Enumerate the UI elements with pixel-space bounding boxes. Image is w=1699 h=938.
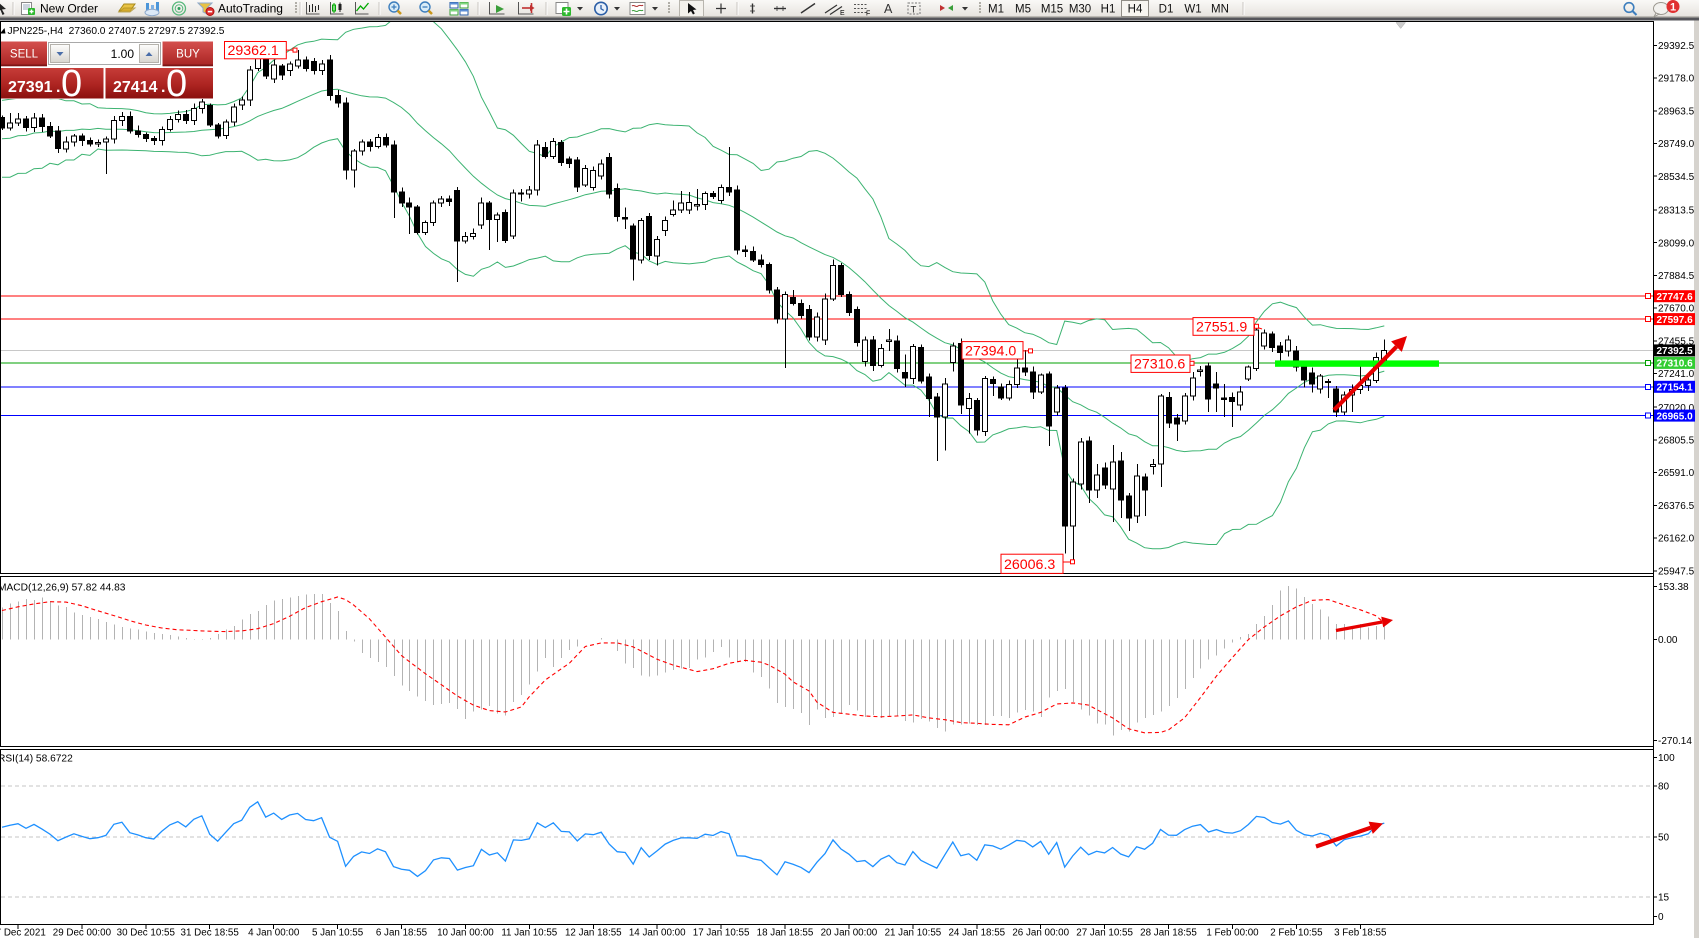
svg-text:27414: 27414 (113, 79, 158, 96)
svg-text:0: 0 (1658, 912, 1664, 923)
svg-text:2 Feb 10:55: 2 Feb 10:55 (1270, 928, 1323, 938)
svg-text:26591.0: 26591.0 (1658, 468, 1695, 479)
svg-text:27597.6: 27597.6 (1657, 315, 1694, 326)
svg-text:1: 1 (1670, 2, 1676, 14)
svg-text:T: T (911, 5, 917, 16)
svg-text:6 Jan 18:55: 6 Jan 18:55 (376, 928, 428, 938)
svg-text:26376.5: 26376.5 (1658, 501, 1695, 512)
svg-text:15: 15 (1658, 892, 1670, 903)
svg-text:29392.5: 29392.5 (1658, 41, 1695, 52)
svg-text:30 Dec 10:55: 30 Dec 10:55 (117, 928, 176, 938)
svg-text:27884.5: 27884.5 (1658, 271, 1695, 282)
svg-text:0: 0 (166, 63, 187, 105)
svg-text:26 Jan 00:00: 26 Jan 00:00 (1012, 928, 1069, 938)
svg-text:80: 80 (1658, 781, 1670, 792)
svg-text:D1: D1 (1159, 4, 1174, 16)
svg-text:26805.5: 26805.5 (1658, 436, 1695, 447)
svg-text:0: 0 (61, 63, 82, 105)
svg-text:4 Jan 00:00: 4 Jan 00:00 (248, 928, 300, 938)
svg-text:AutoTrading: AutoTrading (218, 2, 283, 16)
svg-text:27747.6: 27747.6 (1657, 292, 1694, 303)
svg-text:MACD(12,26,9) 57.82 44.83: MACD(12,26,9) 57.82 44.83 (0, 583, 126, 594)
svg-text:New Order: New Order (40, 2, 98, 16)
svg-text:27455.5: 27455.5 (1658, 336, 1695, 347)
svg-text:27154.1: 27154.1 (1657, 383, 1694, 394)
svg-text:27391: 27391 (8, 79, 53, 96)
svg-text:M30: M30 (1069, 4, 1091, 16)
svg-text:31 Dec 18:55: 31 Dec 18:55 (181, 928, 240, 938)
svg-text:28 Jan 18:55: 28 Jan 18:55 (1140, 928, 1197, 938)
svg-text:10 Jan 00:00: 10 Jan 00:00 (437, 928, 494, 938)
svg-text:29 Dec 00:00: 29 Dec 00:00 (53, 928, 112, 938)
svg-text:.: . (161, 79, 165, 96)
svg-text:27310.6: 27310.6 (1657, 359, 1694, 370)
svg-text:28534.5: 28534.5 (1658, 172, 1695, 183)
svg-text:29362.1: 29362.1 (228, 43, 279, 59)
svg-text:27241.0: 27241.0 (1658, 369, 1695, 380)
svg-text:27392.5: 27392.5 (1657, 346, 1694, 357)
svg-text:27670.0: 27670.0 (1658, 304, 1695, 315)
svg-text:RSI(14) 58.6722: RSI(14) 58.6722 (0, 754, 73, 765)
svg-text:26162.0: 26162.0 (1658, 534, 1695, 545)
svg-text:-270.14: -270.14 (1658, 736, 1692, 747)
svg-text:JPN225-,H4 27360.0 27407.5 27: JPN225-,H4 27360.0 27407.5 27297.5 27392… (8, 26, 225, 37)
svg-text:11 Jan 10:55: 11 Jan 10:55 (501, 928, 557, 938)
svg-text:F: F (866, 11, 870, 18)
svg-text:27394.0: 27394.0 (965, 343, 1016, 359)
svg-text:M1: M1 (988, 4, 1004, 16)
svg-text:E: E (840, 10, 845, 17)
svg-text:W1: W1 (1184, 4, 1201, 16)
svg-text:29178.0: 29178.0 (1658, 74, 1695, 85)
svg-text:.: . (56, 79, 60, 96)
svg-text:1 Feb 00:00: 1 Feb 00:00 (1206, 928, 1259, 938)
svg-text:3 Feb 18:55: 3 Feb 18:55 (1334, 928, 1387, 938)
svg-text:153.38: 153.38 (1658, 582, 1689, 593)
svg-text:1.00: 1.00 (111, 47, 135, 61)
svg-text:28749.0: 28749.0 (1658, 139, 1695, 150)
svg-text:27 Jan 10:55: 27 Jan 10:55 (1076, 928, 1133, 938)
svg-text:28313.5: 28313.5 (1658, 206, 1695, 217)
svg-text:M15: M15 (1041, 4, 1063, 16)
svg-text:26965.0: 26965.0 (1657, 411, 1694, 422)
svg-text:27 Dec 2021: 27 Dec 2021 (0, 928, 46, 938)
svg-text:28963.5: 28963.5 (1658, 106, 1695, 117)
svg-text:H1: H1 (1101, 4, 1116, 16)
svg-text:14 Jan 00:00: 14 Jan 00:00 (629, 928, 686, 938)
svg-text:24 Jan 18:55: 24 Jan 18:55 (948, 928, 1005, 938)
svg-text:25947.5: 25947.5 (1658, 566, 1695, 577)
svg-text:H4: H4 (1128, 4, 1143, 16)
svg-text:MN: MN (1211, 4, 1229, 16)
svg-text:21 Jan 10:55: 21 Jan 10:55 (885, 928, 942, 938)
svg-text:26006.3: 26006.3 (1004, 557, 1055, 573)
svg-text:100: 100 (1658, 753, 1675, 764)
svg-text:0.00: 0.00 (1658, 635, 1678, 646)
svg-text:28099.0: 28099.0 (1658, 238, 1695, 249)
svg-text:50: 50 (1658, 833, 1670, 844)
svg-text:5 Jan 10:55: 5 Jan 10:55 (312, 928, 364, 938)
svg-text:27020.0: 27020.0 (1658, 403, 1695, 414)
svg-text:18 Jan 18:55: 18 Jan 18:55 (757, 928, 814, 938)
svg-text:A: A (884, 2, 893, 16)
svg-text:27310.6: 27310.6 (1134, 357, 1185, 373)
svg-text:17 Jan 10:55: 17 Jan 10:55 (693, 928, 750, 938)
svg-text:12 Jan 18:55: 12 Jan 18:55 (565, 928, 622, 938)
svg-text:27551.9: 27551.9 (1196, 320, 1247, 336)
svg-text:20 Jan 00:00: 20 Jan 00:00 (821, 928, 878, 938)
svg-text:M5: M5 (1015, 4, 1031, 16)
svg-text:BUY: BUY (176, 49, 200, 61)
svg-text:SELL: SELL (10, 49, 39, 61)
